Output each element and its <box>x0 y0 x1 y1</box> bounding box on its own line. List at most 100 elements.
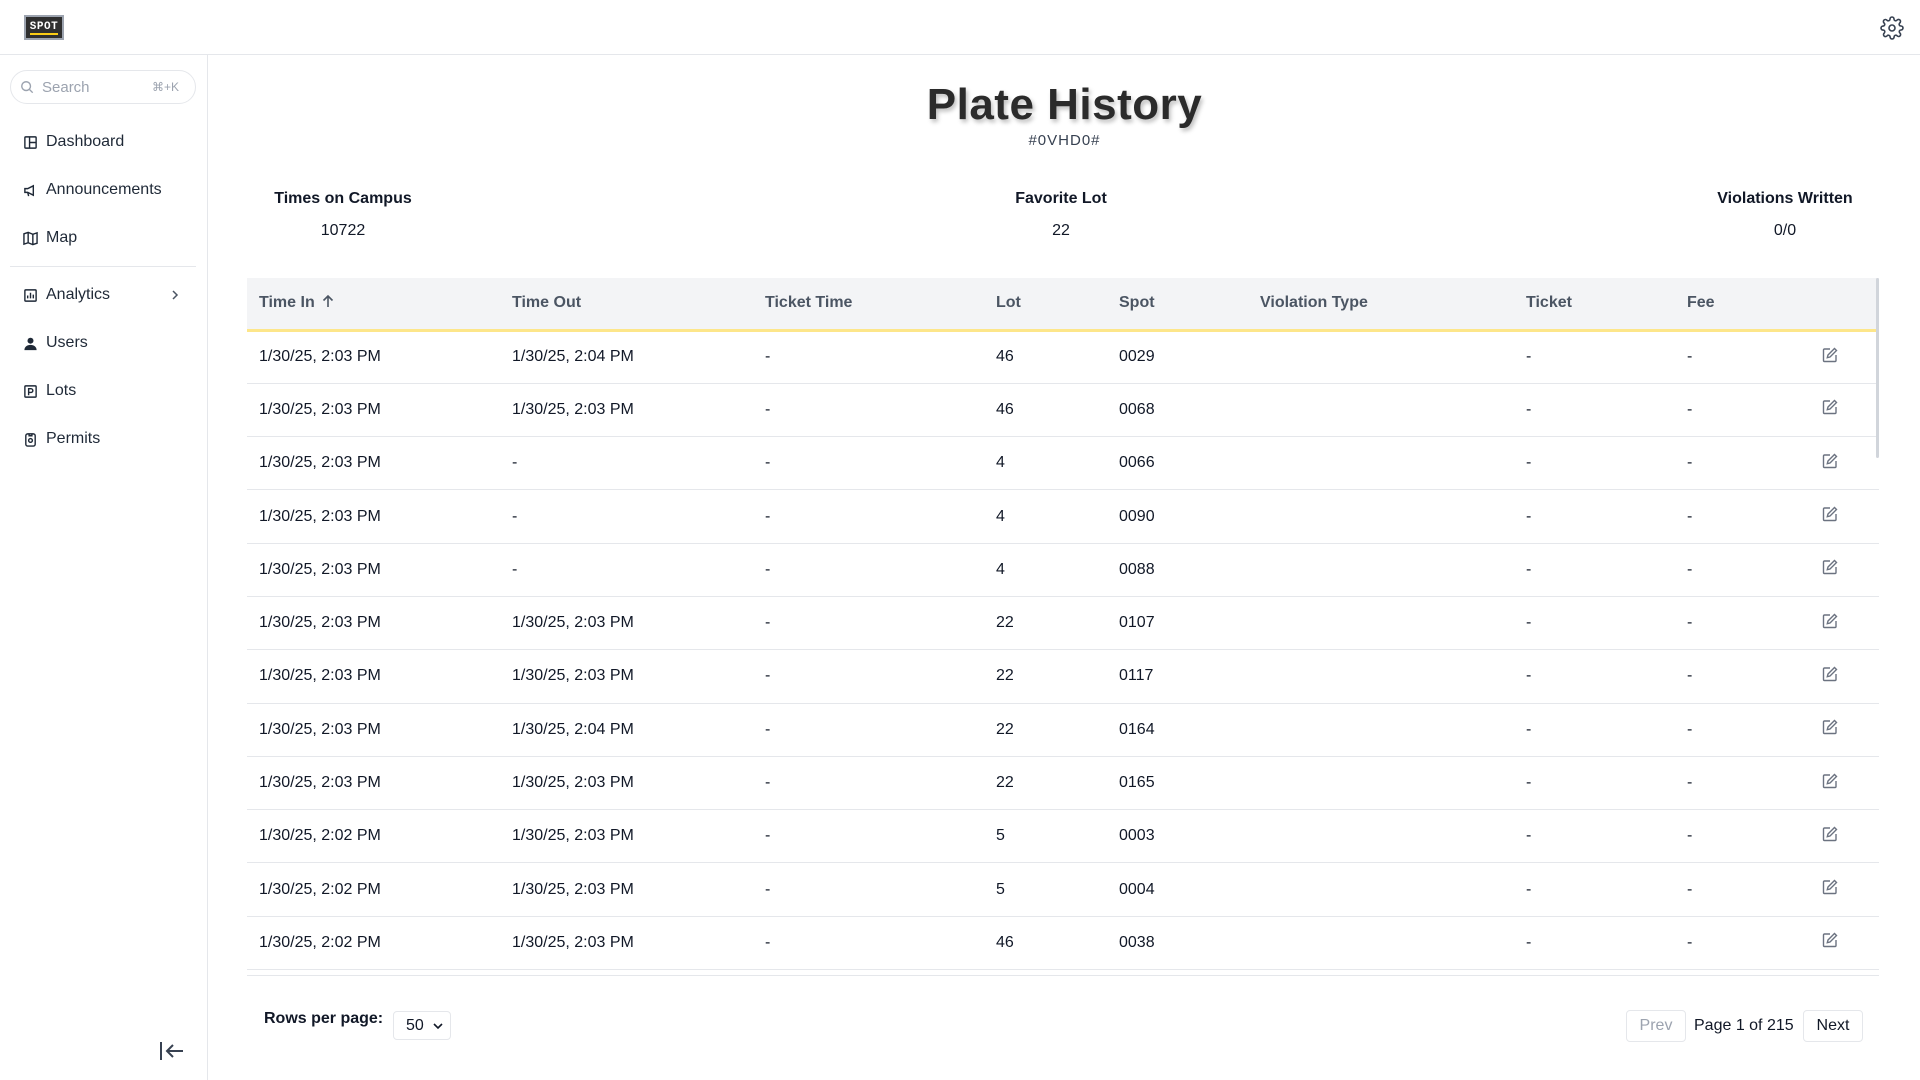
cell-ticket-time: - <box>765 667 771 685</box>
prev-page-button[interactable]: Prev <box>1626 1010 1686 1042</box>
edit-icon[interactable] <box>1821 665 1839 683</box>
cell-ticket-time: - <box>765 774 771 792</box>
cell-time-in: 1/30/25, 2:03 PM <box>259 667 381 685</box>
spot-logo[interactable]: SPOT <box>24 15 64 40</box>
cell-ticket: - <box>1526 507 1532 525</box>
cell-lot: 46 <box>996 400 1014 418</box>
cell-time-out: - <box>512 560 518 578</box>
cell-actions <box>1803 810 1879 863</box>
stat-favorite-lot: Favorite Lot 22 <box>961 190 1161 240</box>
cell-spot: 0117 <box>1119 667 1154 685</box>
search-placeholder: Search <box>42 78 90 96</box>
cell-time-out: 1/30/25, 2:03 PM <box>512 400 634 418</box>
sidebar-item-dashboard[interactable]: Dashboard <box>22 128 186 156</box>
cell-time-in: 1/30/25, 2:03 PM <box>259 400 381 418</box>
sidebar-item-label: Permits <box>46 430 101 447</box>
cell-ticket-time: - <box>765 454 771 472</box>
column-header-ticket-time[interactable]: Ticket Time <box>765 294 853 312</box>
stat-label: Violations Written <box>1717 190 1853 207</box>
edit-icon[interactable] <box>1821 558 1839 576</box>
column-header-time-out[interactable]: Time Out <box>512 294 582 312</box>
search-input[interactable]: Search ⌘+K <box>10 70 196 104</box>
search-icon <box>21 81 34 94</box>
edit-icon[interactable] <box>1821 772 1839 790</box>
table-header-row: Time In Time Out Ticket Time Lot Spot Vi… <box>247 278 1879 330</box>
cell-fee: - <box>1687 400 1693 418</box>
edit-icon[interactable] <box>1821 825 1839 843</box>
cell-time-out: 1/30/25, 2:03 PM <box>512 827 634 845</box>
cell-ticket: - <box>1526 774 1532 792</box>
edit-icon[interactable] <box>1821 718 1839 736</box>
next-page-button[interactable]: Next <box>1803 1010 1863 1042</box>
cell-lot: 4 <box>996 454 1005 472</box>
cell-fee: - <box>1687 880 1693 898</box>
cell-ticket: - <box>1526 560 1532 578</box>
edit-icon[interactable] <box>1821 878 1839 896</box>
cell-lot: 4 <box>996 560 1005 578</box>
table-scrollbar[interactable] <box>1876 278 1879 458</box>
table-row: 1/30/25, 2:03 PM 1/30/25, 2:04 PM - 46 0029 -… <box>247 330 1879 384</box>
cell-time-in: 1/30/25, 2:03 PM <box>259 614 381 632</box>
cell-actions <box>1803 437 1879 490</box>
cell-violation-type <box>1248 330 1514 383</box>
parking-icon <box>22 383 38 399</box>
column-header-lot[interactable]: Lot <box>996 294 1021 312</box>
cell-ticket: - <box>1526 614 1532 632</box>
sidebar-item-label: Lots <box>46 382 77 399</box>
cell-lot: 22 <box>996 614 1014 632</box>
cell-fee: - <box>1687 667 1693 685</box>
cell-time-in: 1/30/25, 2:03 PM <box>259 560 381 578</box>
table-body: 1/30/25, 2:03 PM 1/30/25, 2:04 PM - 46 0029 -… <box>247 330 1879 970</box>
plate-history-table: Time In Time Out Ticket Time Lot Spot Vi… <box>247 278 1879 976</box>
column-header-actions <box>1803 278 1879 330</box>
cell-violation-type <box>1248 650 1514 703</box>
page-info: Page 1 of 215 <box>1694 1017 1794 1034</box>
cell-spot: 0164 <box>1119 720 1155 738</box>
cell-spot: 0090 <box>1119 507 1155 525</box>
cell-ticket-time: - <box>765 614 771 632</box>
table-row: 1/30/25, 2:03 PM 1/30/25, 2:03 PM - 22 0107 -… <box>247 596 1879 650</box>
sidebar-item-analytics[interactable]: Analytics <box>22 281 186 309</box>
cell-spot: 0107 <box>1119 614 1155 632</box>
edit-icon[interactable] <box>1821 452 1839 470</box>
cell-time-in: 1/30/25, 2:03 PM <box>259 454 381 472</box>
gear-icon[interactable] <box>1880 16 1904 40</box>
column-header-fee[interactable]: Fee <box>1687 294 1715 312</box>
sidebar-item-users[interactable]: Users <box>22 329 186 357</box>
stat-label: Times on Campus <box>274 190 412 207</box>
cell-ticket-time: - <box>765 720 771 738</box>
cell-ticket-time: - <box>765 507 771 525</box>
cell-ticket: - <box>1526 827 1532 845</box>
cell-ticket-time: - <box>765 348 771 366</box>
column-header-time-in[interactable]: Time In <box>247 278 500 330</box>
sidebar-item-map[interactable]: Map <box>22 224 186 252</box>
edit-icon[interactable] <box>1821 346 1839 364</box>
column-header-spot[interactable]: Spot <box>1119 294 1155 312</box>
table-row: 1/30/25, 2:02 PM 1/30/25, 2:03 PM - 5 0003 - - <box>247 810 1879 863</box>
edit-icon[interactable] <box>1821 612 1839 630</box>
sidebar-item-lots[interactable]: Lots <box>22 377 186 405</box>
cell-actions <box>1803 756 1879 809</box>
column-header-ticket[interactable]: Ticket <box>1526 294 1572 312</box>
stat-label: Favorite Lot <box>1015 190 1107 207</box>
edit-icon[interactable] <box>1821 931 1839 949</box>
cell-lot: 46 <box>996 348 1014 366</box>
edit-icon[interactable] <box>1821 398 1839 416</box>
rows-per-page-label: Rows per page: <box>264 1010 384 1027</box>
sidebar-item-permits[interactable]: Permits <box>22 425 186 453</box>
search-shortcut: ⌘+K <box>151 80 179 94</box>
table-row: 1/30/25, 2:03 PM 1/30/25, 2:03 PM - 46 0068 -… <box>247 383 1879 437</box>
cell-ticket-time: - <box>765 933 771 951</box>
cell-ticket: - <box>1526 667 1532 685</box>
cell-lot: 22 <box>996 667 1014 685</box>
collapse-sidebar-icon[interactable] <box>158 1040 186 1062</box>
cell-ticket-time: - <box>765 827 771 845</box>
cell-spot: 0004 <box>1119 880 1155 898</box>
cell-violation-type <box>1248 596 1514 649</box>
cell-time-out: 1/30/25, 2:03 PM <box>512 667 634 685</box>
column-header-violation-type[interactable]: Violation Type <box>1260 294 1368 312</box>
sidebar-item-announcements[interactable]: Announcements <box>22 176 186 204</box>
edit-icon[interactable] <box>1821 505 1839 523</box>
rows-per-page-select[interactable]: 50 <box>393 1011 451 1040</box>
cell-time-in: 1/30/25, 2:03 PM <box>259 720 381 738</box>
